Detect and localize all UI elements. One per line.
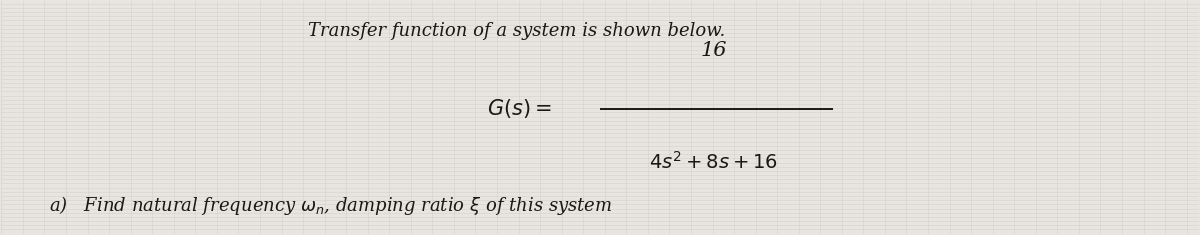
Text: a)   Find natural frequency $\omega_n$, damping ratio $\xi$ of this system: a) Find natural frequency $\omega_n$, da… (49, 194, 613, 217)
Text: 16: 16 (701, 41, 727, 60)
Text: $G(s) =$: $G(s) =$ (487, 97, 552, 120)
Text: $4s^2 + 8s + 16$: $4s^2 + 8s + 16$ (649, 151, 778, 172)
Text: Transfer function of a system is shown below.: Transfer function of a system is shown b… (307, 22, 725, 40)
